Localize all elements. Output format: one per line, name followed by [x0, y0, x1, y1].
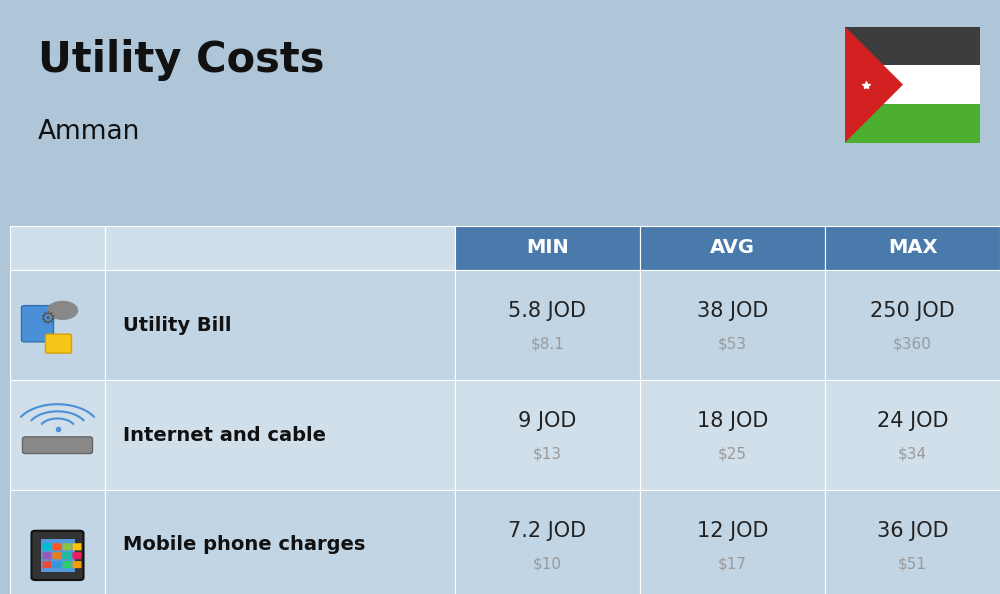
Text: ⚙: ⚙ [39, 310, 56, 328]
FancyBboxPatch shape [845, 104, 980, 143]
FancyBboxPatch shape [32, 531, 83, 580]
FancyBboxPatch shape [845, 27, 980, 65]
Text: 18 JOD: 18 JOD [697, 411, 768, 431]
FancyBboxPatch shape [62, 543, 72, 550]
Text: 24 JOD: 24 JOD [877, 411, 948, 431]
FancyBboxPatch shape [10, 270, 105, 380]
Text: $8.1: $8.1 [531, 336, 564, 352]
Text: $17: $17 [718, 556, 747, 571]
Text: 38 JOD: 38 JOD [697, 301, 768, 321]
Text: $34: $34 [898, 446, 927, 462]
FancyBboxPatch shape [105, 490, 455, 594]
Text: $53: $53 [718, 336, 747, 352]
FancyBboxPatch shape [105, 226, 455, 270]
FancyBboxPatch shape [42, 561, 52, 568]
Text: $25: $25 [718, 446, 747, 462]
FancyBboxPatch shape [825, 380, 1000, 490]
Text: Amman: Amman [38, 119, 140, 145]
FancyBboxPatch shape [73, 552, 82, 560]
FancyBboxPatch shape [73, 561, 82, 568]
FancyBboxPatch shape [73, 543, 82, 550]
Text: 7.2 JOD: 7.2 JOD [508, 521, 587, 541]
Polygon shape [845, 27, 903, 143]
Text: 9 JOD: 9 JOD [518, 411, 577, 431]
FancyBboxPatch shape [22, 305, 54, 342]
FancyBboxPatch shape [825, 490, 1000, 594]
Text: $360: $360 [893, 336, 932, 352]
FancyBboxPatch shape [62, 561, 72, 568]
Text: $10: $10 [533, 556, 562, 571]
FancyBboxPatch shape [105, 380, 455, 490]
Text: MAX: MAX [888, 239, 937, 257]
Text: Internet and cable: Internet and cable [123, 426, 326, 444]
Text: Mobile phone charges: Mobile phone charges [123, 536, 365, 554]
FancyBboxPatch shape [640, 226, 825, 270]
Text: AVG: AVG [710, 239, 755, 257]
FancyBboxPatch shape [62, 552, 72, 560]
FancyBboxPatch shape [455, 226, 640, 270]
FancyBboxPatch shape [42, 552, 52, 560]
FancyBboxPatch shape [46, 334, 72, 353]
Text: 12 JOD: 12 JOD [697, 521, 768, 541]
FancyBboxPatch shape [455, 380, 640, 490]
FancyBboxPatch shape [640, 490, 825, 594]
FancyBboxPatch shape [53, 561, 62, 568]
FancyBboxPatch shape [455, 490, 640, 594]
FancyBboxPatch shape [825, 226, 1000, 270]
FancyBboxPatch shape [640, 270, 825, 380]
FancyBboxPatch shape [105, 270, 455, 380]
FancyBboxPatch shape [10, 226, 105, 270]
FancyBboxPatch shape [40, 539, 75, 571]
Text: 250 JOD: 250 JOD [870, 301, 955, 321]
FancyBboxPatch shape [53, 543, 62, 550]
Text: 5.8 JOD: 5.8 JOD [509, 301, 586, 321]
FancyBboxPatch shape [845, 65, 980, 104]
FancyBboxPatch shape [825, 270, 1000, 380]
Text: $13: $13 [533, 446, 562, 462]
Circle shape [48, 301, 78, 320]
FancyBboxPatch shape [455, 270, 640, 380]
Text: Utility Bill: Utility Bill [123, 316, 232, 334]
FancyBboxPatch shape [42, 543, 52, 550]
Text: Utility Costs: Utility Costs [38, 39, 324, 81]
Text: 36 JOD: 36 JOD [877, 521, 948, 541]
FancyBboxPatch shape [640, 380, 825, 490]
Text: MIN: MIN [526, 239, 569, 257]
FancyBboxPatch shape [10, 380, 105, 490]
FancyBboxPatch shape [10, 490, 105, 594]
FancyBboxPatch shape [23, 437, 93, 454]
FancyBboxPatch shape [53, 552, 62, 560]
Text: $51: $51 [898, 556, 927, 571]
